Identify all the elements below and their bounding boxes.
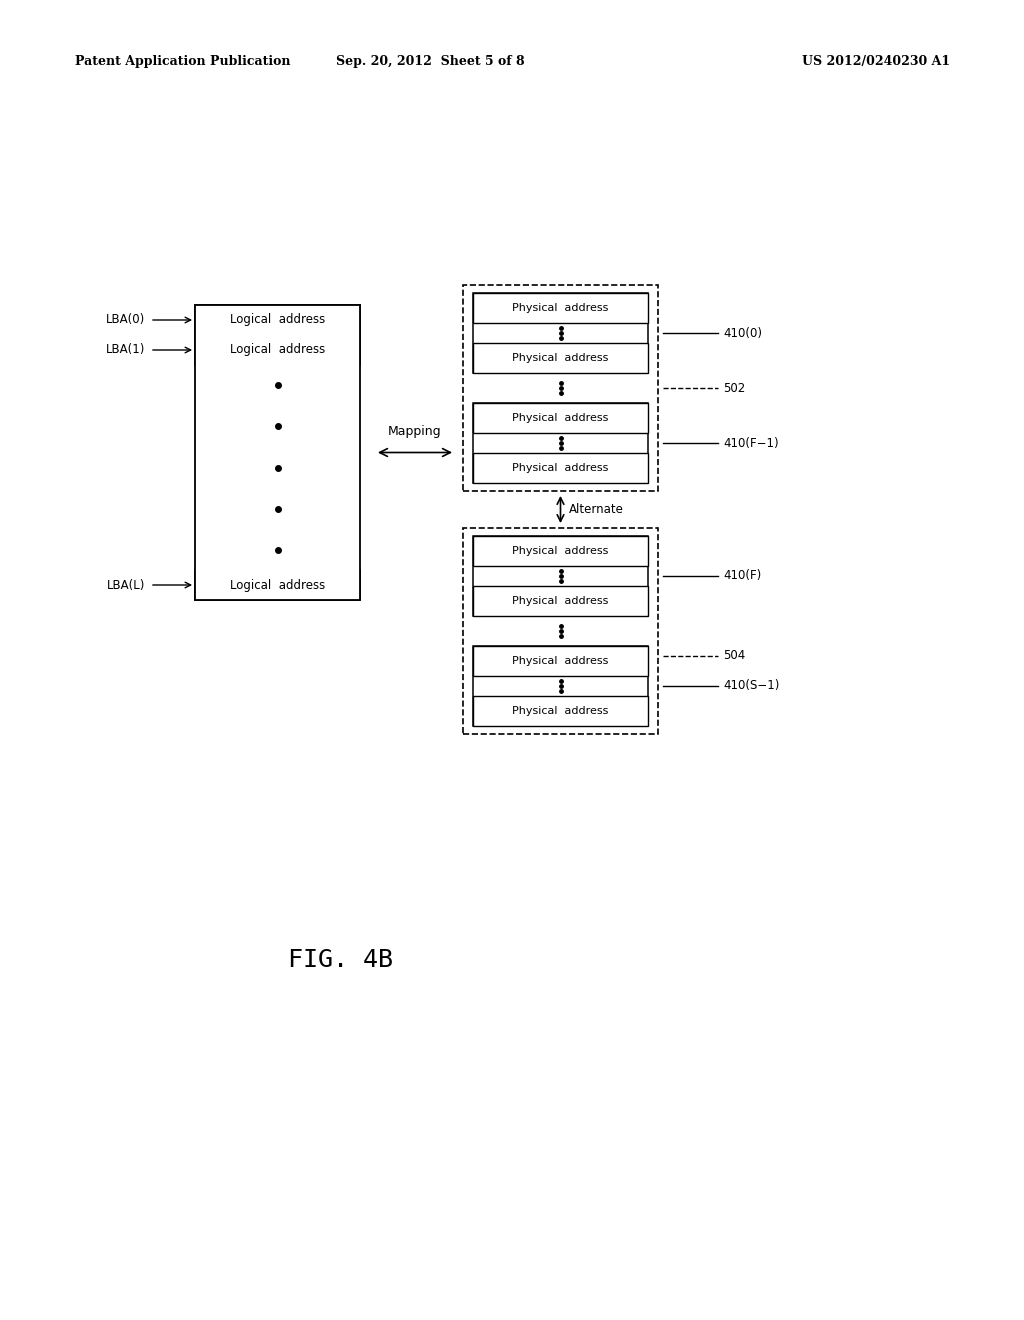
Text: US 2012/0240230 A1: US 2012/0240230 A1 <box>802 55 950 69</box>
Bar <box>473 586 648 616</box>
Bar <box>473 343 648 374</box>
Text: LBA(0): LBA(0) <box>105 314 145 326</box>
Text: Physical  address: Physical address <box>512 352 608 363</box>
Text: LBA(L): LBA(L) <box>106 578 145 591</box>
Text: LBA(1): LBA(1) <box>105 343 145 356</box>
Text: 410(0): 410(0) <box>723 326 762 339</box>
Text: Physical  address: Physical address <box>512 546 608 556</box>
Text: Physical  address: Physical address <box>512 656 608 667</box>
Text: Physical  address: Physical address <box>512 304 608 313</box>
Text: 502: 502 <box>723 381 745 395</box>
Bar <box>473 536 648 616</box>
Text: Sep. 20, 2012  Sheet 5 of 8: Sep. 20, 2012 Sheet 5 of 8 <box>336 55 524 69</box>
Bar <box>473 696 648 726</box>
Text: 410(F): 410(F) <box>723 569 761 582</box>
Bar <box>195 335 360 366</box>
Text: Logical  address: Logical address <box>229 314 326 326</box>
Text: Physical  address: Physical address <box>512 597 608 606</box>
Bar <box>473 403 648 483</box>
Bar <box>463 528 658 734</box>
Bar <box>195 305 360 601</box>
Bar <box>473 645 648 676</box>
Text: Logical  address: Logical address <box>229 343 326 356</box>
Text: Physical  address: Physical address <box>512 706 608 715</box>
Bar <box>473 645 648 726</box>
Text: Logical  address: Logical address <box>229 578 326 591</box>
Bar <box>195 570 360 601</box>
Text: Physical  address: Physical address <box>512 463 608 473</box>
Bar <box>473 293 648 323</box>
Text: Patent Application Publication: Patent Application Publication <box>75 55 291 69</box>
Bar <box>473 453 648 483</box>
Bar <box>473 293 648 374</box>
Text: Mapping: Mapping <box>388 425 441 438</box>
Bar <box>463 285 658 491</box>
Text: 410(F−1): 410(F−1) <box>723 437 778 450</box>
Text: Physical  address: Physical address <box>512 413 608 422</box>
Bar <box>195 305 360 335</box>
Text: FIG. 4B: FIG. 4B <box>288 948 392 972</box>
Text: Alternate: Alternate <box>568 503 624 516</box>
Text: 410(S−1): 410(S−1) <box>723 680 779 693</box>
Bar <box>473 536 648 566</box>
Bar <box>473 403 648 433</box>
Text: 504: 504 <box>723 649 745 663</box>
